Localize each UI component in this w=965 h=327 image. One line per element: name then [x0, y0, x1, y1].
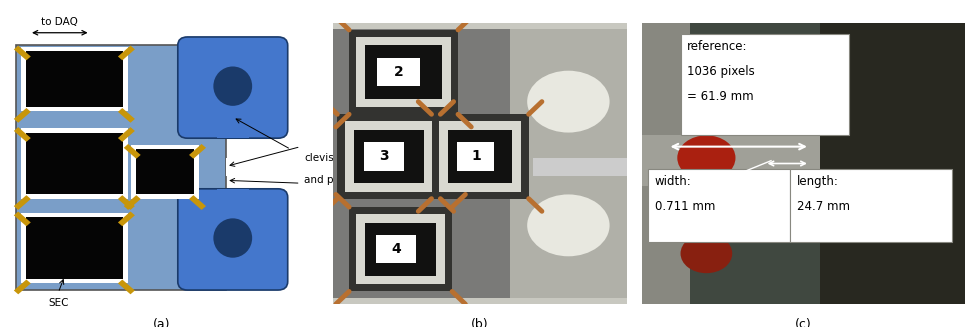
- Text: 24.7 mm: 24.7 mm: [797, 200, 850, 213]
- Bar: [124, 144, 141, 159]
- Bar: [118, 280, 135, 294]
- Bar: [21, 213, 127, 283]
- Bar: [353, 130, 425, 183]
- Text: (a): (a): [152, 318, 171, 327]
- Text: 0.711 mm: 0.711 mm: [654, 200, 715, 213]
- Bar: [448, 130, 512, 183]
- Bar: [14, 195, 31, 210]
- Ellipse shape: [680, 234, 732, 273]
- Bar: [642, 135, 868, 186]
- Ellipse shape: [527, 71, 610, 132]
- Bar: [648, 169, 790, 242]
- Text: SEC: SEC: [48, 299, 69, 308]
- Bar: [377, 58, 420, 86]
- Bar: [189, 144, 206, 159]
- Bar: [118, 45, 135, 60]
- Bar: [349, 207, 453, 291]
- Text: (c): (c): [795, 318, 812, 327]
- Bar: [345, 121, 433, 192]
- Bar: [118, 108, 135, 123]
- Bar: [226, 158, 291, 176]
- Bar: [439, 121, 521, 192]
- Bar: [510, 28, 627, 299]
- Bar: [333, 28, 510, 299]
- Bar: [16, 45, 226, 290]
- Bar: [366, 223, 436, 276]
- Ellipse shape: [527, 195, 610, 256]
- Bar: [189, 195, 206, 210]
- Bar: [26, 132, 123, 195]
- Text: clevis: clevis: [304, 153, 334, 163]
- Bar: [21, 47, 127, 112]
- Bar: [790, 169, 952, 242]
- Bar: [14, 212, 31, 226]
- Bar: [118, 212, 135, 226]
- Bar: [118, 127, 135, 142]
- Bar: [14, 127, 31, 142]
- Text: = 61.9 mm: = 61.9 mm: [687, 90, 754, 103]
- Text: 3: 3: [379, 149, 389, 164]
- Bar: [366, 45, 442, 99]
- Text: width:: width:: [654, 175, 691, 188]
- Text: 1: 1: [471, 149, 481, 164]
- Text: 4: 4: [391, 242, 400, 256]
- Bar: [216, 124, 249, 138]
- Bar: [533, 158, 627, 176]
- Text: and pin: and pin: [304, 175, 343, 185]
- Text: 1036 pixels: 1036 pixels: [687, 65, 755, 78]
- Bar: [365, 143, 404, 171]
- Text: (b): (b): [471, 318, 489, 327]
- Bar: [680, 34, 848, 135]
- Bar: [131, 145, 199, 199]
- Ellipse shape: [677, 135, 735, 181]
- Ellipse shape: [213, 66, 252, 106]
- Bar: [118, 195, 135, 210]
- Bar: [14, 45, 31, 60]
- Text: to DAQ: to DAQ: [41, 17, 78, 27]
- Bar: [21, 129, 127, 199]
- FancyBboxPatch shape: [178, 37, 288, 138]
- Bar: [124, 195, 141, 210]
- Bar: [136, 149, 194, 195]
- Bar: [356, 37, 451, 107]
- Bar: [216, 189, 249, 203]
- Bar: [26, 217, 123, 279]
- Bar: [26, 51, 123, 107]
- Bar: [14, 108, 31, 123]
- Text: length:: length:: [797, 175, 839, 188]
- Text: 2: 2: [394, 65, 403, 79]
- Bar: [376, 235, 416, 263]
- Bar: [349, 30, 458, 114]
- Bar: [431, 114, 529, 199]
- Bar: [457, 143, 494, 171]
- Bar: [356, 214, 445, 284]
- Bar: [338, 114, 440, 199]
- Text: reference:: reference:: [687, 40, 748, 53]
- Bar: [819, 23, 965, 304]
- FancyBboxPatch shape: [178, 189, 288, 290]
- Bar: [14, 280, 31, 294]
- Ellipse shape: [213, 218, 252, 258]
- Bar: [642, 23, 690, 304]
